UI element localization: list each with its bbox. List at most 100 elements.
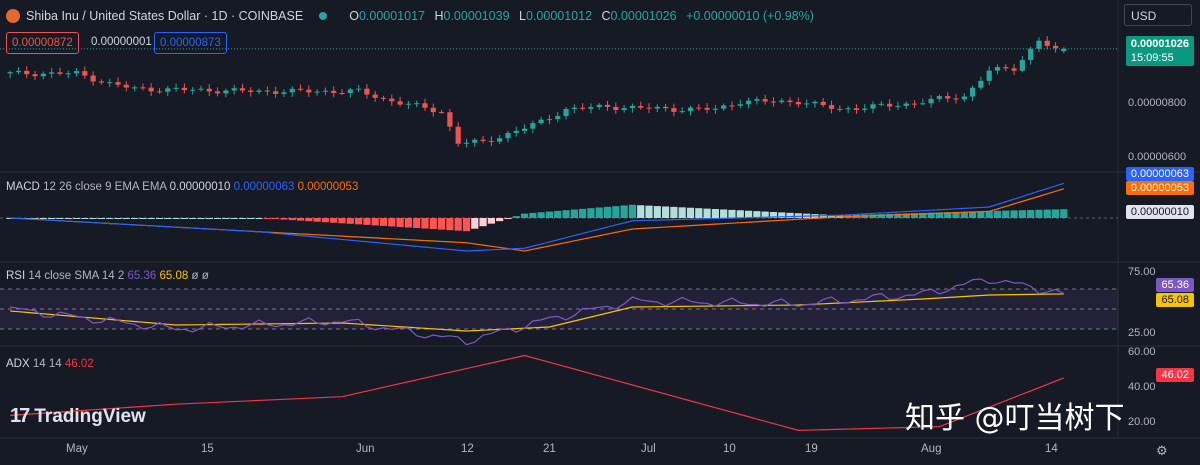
candle-body xyxy=(671,108,677,112)
macd-histogram-bar xyxy=(744,210,753,218)
candle-body xyxy=(513,130,519,133)
macd-histogram-bar xyxy=(570,209,578,218)
macd-histogram-bar xyxy=(1010,210,1018,218)
candle-body xyxy=(1036,40,1042,49)
macd-params: 12 26 close 9 EMA EMA xyxy=(43,181,167,193)
x-tick: Jul xyxy=(641,443,656,455)
macd-histogram-bar xyxy=(379,218,388,226)
macd-histogram-bar xyxy=(662,206,670,218)
macd-histogram-bar xyxy=(97,218,106,219)
candle-body xyxy=(745,100,752,105)
rsi-legend: RSI 14 close SMA 14 2 65.36 65.08 ø ø xyxy=(6,270,209,282)
candle-body xyxy=(845,108,851,110)
candle-body xyxy=(331,90,337,94)
overlay-watermark: 知乎 @叮当树下 xyxy=(905,401,1125,436)
candle-body xyxy=(812,101,818,104)
macd-histogram-bar xyxy=(388,218,396,227)
symbol-title[interactable]: Shiba Inu / United States Dollar · 1D · … xyxy=(26,9,304,23)
candle-body xyxy=(472,139,478,143)
macd-histogram-bar xyxy=(122,218,130,219)
macd-histogram-bar xyxy=(960,211,968,218)
macd-histogram-bar xyxy=(728,209,736,218)
candle-body xyxy=(422,103,428,108)
price-tick: 0.00000800 xyxy=(1128,97,1187,109)
high-value: 0.00001039 xyxy=(443,9,510,23)
macd-histogram-bar xyxy=(404,218,412,228)
candle-body xyxy=(820,101,826,106)
candle-body xyxy=(986,70,992,81)
macd-histogram-bar xyxy=(48,218,56,219)
macd-histogram-bar xyxy=(321,218,330,223)
macd-histogram-bar xyxy=(238,218,247,219)
currency-select[interactable]: USD xyxy=(1124,4,1192,26)
rsi-extra-2: ø xyxy=(201,270,209,282)
candle-body xyxy=(646,107,652,109)
macd-histogram-bar xyxy=(131,218,139,219)
candle-body xyxy=(447,112,453,127)
candle-body xyxy=(928,98,934,104)
candle-body xyxy=(107,82,113,84)
macd-histogram-bar xyxy=(695,208,703,218)
macd-histogram-bar xyxy=(637,205,645,218)
candle-body xyxy=(754,99,760,101)
candle-body xyxy=(521,128,528,131)
macd-histogram-bar xyxy=(330,218,338,223)
macd-histogram-bar xyxy=(537,212,545,218)
macd-histogram-bar xyxy=(645,205,653,218)
candle-body xyxy=(339,93,345,95)
macd-histogram-bar xyxy=(479,218,487,227)
adx-legend: ADX 14 14 46.02 xyxy=(6,358,94,370)
macd-tag: 0.00000063 xyxy=(1125,167,1194,181)
adx-value: 46.02 xyxy=(64,358,94,370)
x-tick: 21 xyxy=(543,443,556,455)
hist-tag: 0.00000010 xyxy=(1125,205,1194,219)
rsi-label: RSI xyxy=(6,270,26,282)
candle-body xyxy=(190,89,196,91)
macd-histogram-bar xyxy=(355,218,363,225)
macd-histogram-bar xyxy=(1002,210,1010,218)
candle-body xyxy=(546,119,553,121)
macd-histogram-bar xyxy=(512,216,520,218)
macd-histogram-bar xyxy=(886,213,894,218)
macd-histogram-bar xyxy=(72,218,81,219)
candle-body xyxy=(580,107,586,109)
candle-body xyxy=(1044,40,1050,46)
candle-body xyxy=(49,72,55,74)
candle-body xyxy=(945,96,951,99)
rsi-sma-tag: 65.08 xyxy=(1156,293,1194,307)
macd-histogram-bar xyxy=(778,212,786,218)
macd-histogram-bar xyxy=(421,218,429,229)
macd-histogram-bar xyxy=(230,218,238,219)
candle-body xyxy=(73,71,80,74)
macd-histogram-bar xyxy=(205,218,213,219)
buy-button[interactable]: 0.00000873 xyxy=(154,32,227,54)
macd-histogram-bar xyxy=(180,218,188,219)
macd-histogram-bar xyxy=(346,218,354,224)
tradingview-logo-icon: 17 xyxy=(10,405,30,427)
candle-body xyxy=(704,107,710,110)
candle-body xyxy=(231,88,237,91)
candle-body xyxy=(870,104,876,109)
candle-body xyxy=(497,138,503,142)
shiba-logo-icon xyxy=(6,9,20,23)
candle-body xyxy=(24,70,30,75)
rsi-tick: 25.00 xyxy=(1128,327,1156,339)
candle-body xyxy=(1028,48,1034,61)
sell-button[interactable]: 0.00000872 xyxy=(6,32,79,54)
rsi-band xyxy=(0,289,1118,329)
settings-gear-icon[interactable]: ⚙ xyxy=(1156,443,1168,458)
macd-histogram-bar xyxy=(213,218,222,219)
macd-histogram-bar xyxy=(968,211,977,218)
macd-histogram-bar xyxy=(487,218,495,224)
macd-histogram-bar xyxy=(678,207,686,218)
candle-body xyxy=(696,107,702,109)
macd-histogram-bar xyxy=(952,211,960,218)
macd-histogram-bar xyxy=(562,210,570,218)
macd-histogram-bar xyxy=(612,206,620,218)
candle-body xyxy=(961,96,967,100)
rsi-extra-1: ø xyxy=(191,270,199,282)
macd-histogram-bar xyxy=(247,218,255,219)
candle-body xyxy=(405,103,411,105)
candle-body xyxy=(455,126,461,144)
